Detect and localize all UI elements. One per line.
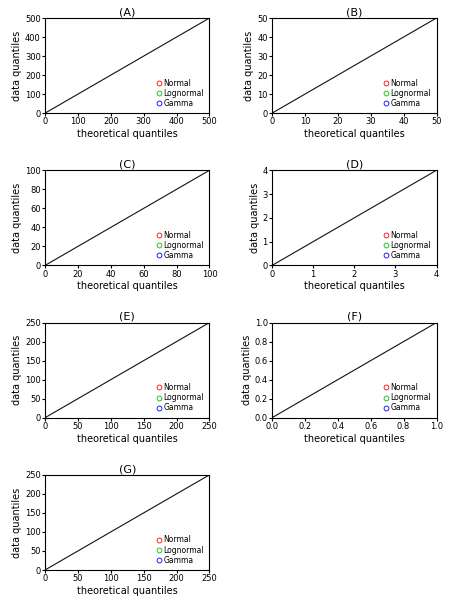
Title: (B): (B) (346, 7, 362, 17)
Legend: Normal, Lognormal, Gamma: Normal, Lognormal, Gamma (156, 382, 206, 414)
X-axis label: theoretical quantiles: theoretical quantiles (304, 434, 405, 443)
Legend: Normal, Lognormal, Gamma: Normal, Lognormal, Gamma (383, 77, 433, 109)
X-axis label: theoretical quantiles: theoretical quantiles (77, 434, 178, 443)
Y-axis label: data quantiles: data quantiles (244, 31, 254, 101)
X-axis label: theoretical quantiles: theoretical quantiles (304, 281, 405, 292)
X-axis label: theoretical quantiles: theoretical quantiles (77, 281, 178, 292)
Y-axis label: data quantiles: data quantiles (12, 335, 22, 405)
Legend: Normal, Lognormal, Gamma: Normal, Lognormal, Gamma (383, 382, 433, 414)
Y-axis label: data quantiles: data quantiles (12, 31, 22, 101)
Legend: Normal, Lognormal, Gamma: Normal, Lognormal, Gamma (156, 534, 206, 566)
Title: (C): (C) (119, 160, 135, 169)
Title: (A): (A) (119, 7, 135, 17)
Title: (G): (G) (118, 464, 136, 474)
Y-axis label: data quantiles: data quantiles (250, 183, 260, 253)
X-axis label: theoretical quantiles: theoretical quantiles (77, 586, 178, 596)
Y-axis label: data quantiles: data quantiles (242, 335, 252, 405)
Title: (E): (E) (119, 312, 135, 322)
Legend: Normal, Lognormal, Gamma: Normal, Lognormal, Gamma (156, 77, 206, 109)
Legend: Normal, Lognormal, Gamma: Normal, Lognormal, Gamma (383, 229, 433, 262)
X-axis label: theoretical quantiles: theoretical quantiles (77, 129, 178, 139)
Y-axis label: data quantiles: data quantiles (12, 183, 22, 253)
Title: (F): (F) (346, 312, 362, 322)
Legend: Normal, Lognormal, Gamma: Normal, Lognormal, Gamma (156, 229, 206, 262)
X-axis label: theoretical quantiles: theoretical quantiles (304, 129, 405, 139)
Y-axis label: data quantiles: data quantiles (12, 487, 22, 557)
Title: (D): (D) (346, 160, 363, 169)
